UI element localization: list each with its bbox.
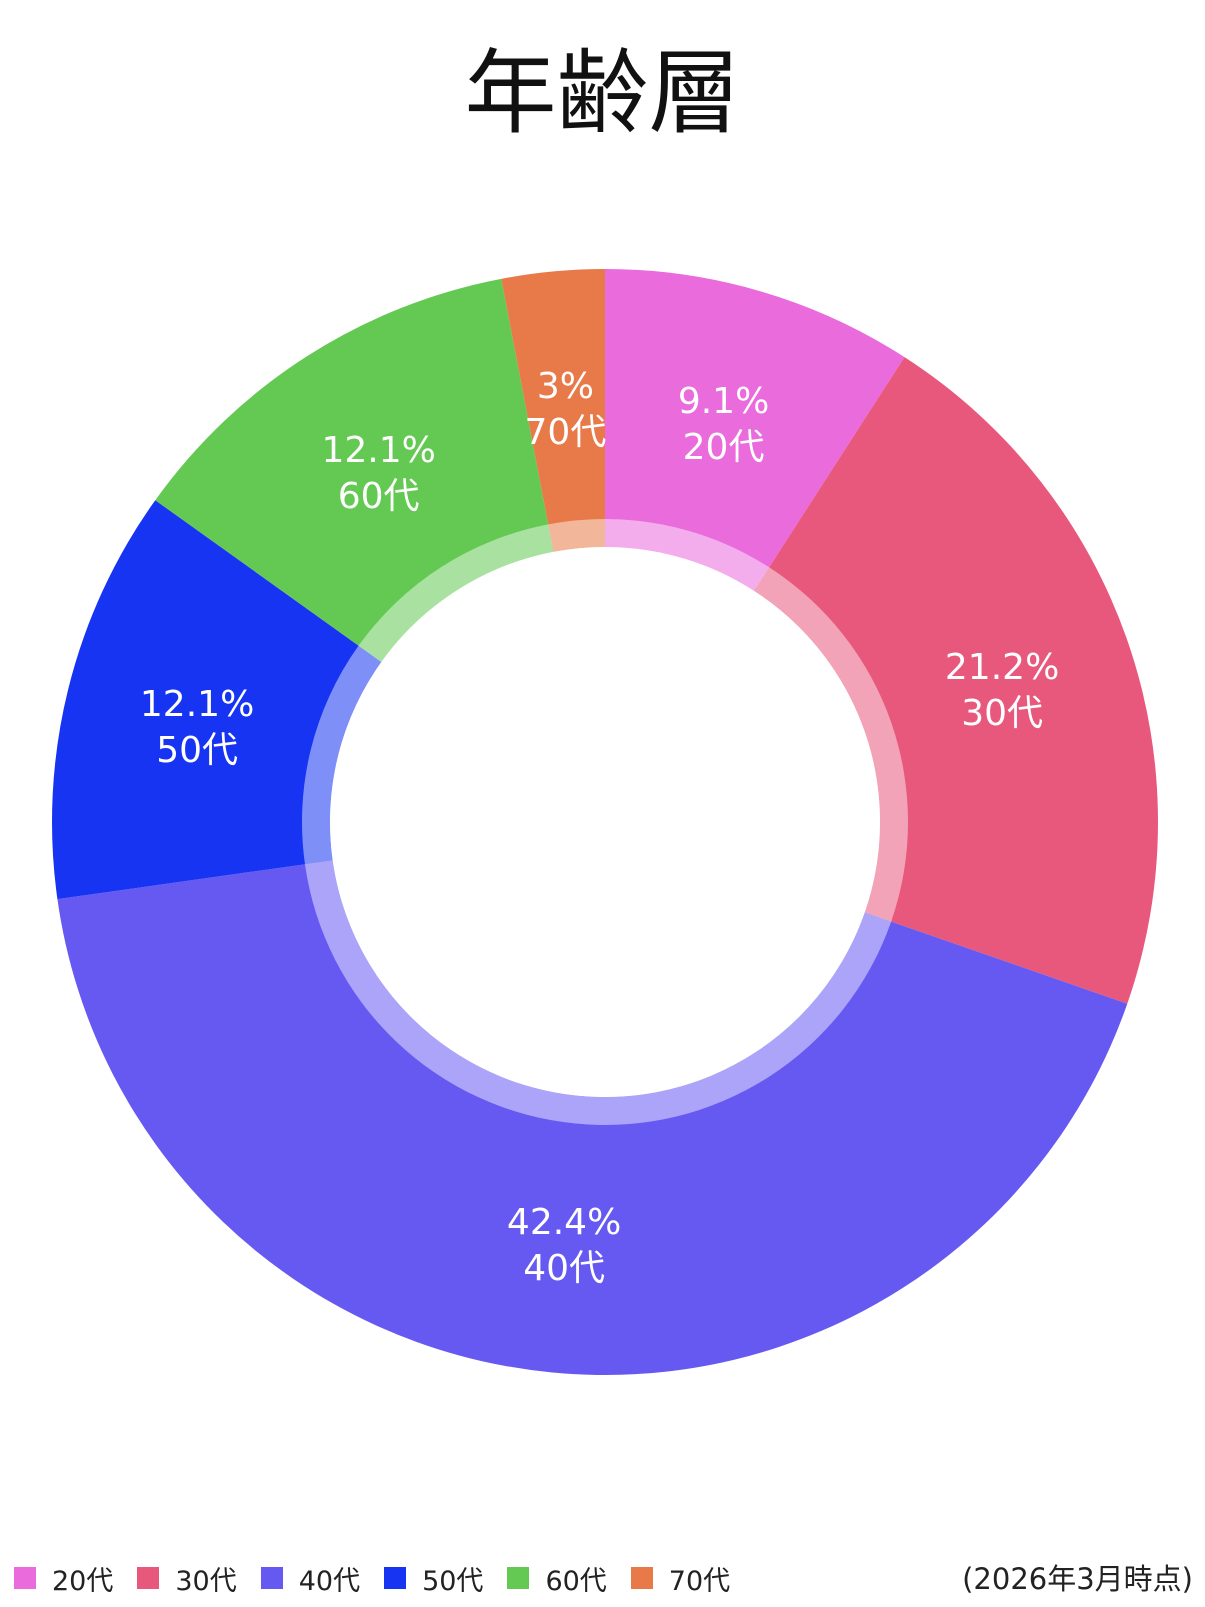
slice-50s-inner-highlight <box>302 645 382 865</box>
slice-category-20s: 20代 <box>683 427 765 468</box>
legend-swatch-50s <box>384 1567 407 1589</box>
legend-label-40s: 40代 <box>298 1565 361 1597</box>
legend-item-20s: 20代 <box>14 1559 113 1598</box>
legend-swatch-40s <box>260 1567 283 1589</box>
slice-30s <box>753 357 1159 1004</box>
slice-20s-inner-highlight <box>605 519 770 591</box>
slice-category-60s: 60代 <box>338 476 420 517</box>
slice-category-50s: 50代 <box>156 730 238 771</box>
legend-swatch-20s <box>14 1567 36 1589</box>
slice-percent-40s: 42.4% <box>507 1202 621 1243</box>
slice-category-40s: 40代 <box>523 1248 605 1289</box>
donut-inner-ring <box>302 519 908 1126</box>
legend-label-70s: 70代 <box>668 1565 731 1597</box>
legend-swatch-60s <box>507 1567 530 1589</box>
legend-item-60s: 60代 <box>507 1559 607 1598</box>
legend-label-30s: 30代 <box>175 1565 237 1597</box>
donut-hole <box>330 547 880 1097</box>
legend-label-60s: 60代 <box>545 1565 607 1597</box>
slice-label-70s: 3% 70代 <box>525 366 607 453</box>
legend-item-30s: 30代 <box>137 1559 237 1598</box>
slice-40s <box>57 860 1128 1375</box>
slice-label-40s: 42.4% 40代 <box>507 1202 621 1289</box>
legend-item-70s: 70代 <box>630 1559 731 1598</box>
slice-40s-inner-highlight <box>304 860 892 1126</box>
slice-60s <box>155 278 554 662</box>
slice-category-70s: 70代 <box>525 412 607 453</box>
slice-category-30s: 30代 <box>961 693 1043 734</box>
slice-percent-20s: 9.1% <box>678 381 769 422</box>
legend-swatch-30s <box>137 1567 160 1589</box>
as-of-note: (2026年3月時点) <box>962 1562 1193 1596</box>
legend-item-50s: 50代 <box>384 1559 483 1598</box>
slice-label-50s: 12.1% 50代 <box>140 684 254 771</box>
legend-label-50s: 50代 <box>422 1565 484 1597</box>
slice-label-60s: 12.1% 60代 <box>321 430 435 517</box>
chart-legend: 20代 30代 40代 50代 60代 70代 <box>14 1558 754 1598</box>
slice-percent-30s: 21.2% <box>945 647 1059 688</box>
slice-percent-50s: 12.1% <box>140 684 254 725</box>
slice-percent-60s: 12.1% <box>321 430 435 471</box>
legend-item-40s: 40代 <box>260 1559 361 1598</box>
donut-slices <box>51 269 1159 1375</box>
slice-30s-inner-highlight <box>753 567 908 922</box>
chart-title: 年齢層 <box>464 40 741 147</box>
legend-label-20s: 20代 <box>52 1565 114 1597</box>
slice-label-30s: 21.2% 30代 <box>945 647 1059 734</box>
slice-labels: 9.1% 20代 21.2% 30代 42.4% 40代 12.1% 50代 12.1% 60代 3… <box>140 366 1059 1289</box>
slice-50s <box>51 500 382 900</box>
slice-60s-inner-highlight <box>358 524 554 662</box>
slice-percent-70s: 3% <box>537 366 594 407</box>
legend-swatch-70s <box>630 1567 653 1589</box>
slice-label-20s: 9.1% 20代 <box>678 381 769 468</box>
slice-70s-inner-highlight <box>548 519 605 552</box>
slice-20s <box>605 269 905 591</box>
slice-70s <box>501 269 605 552</box>
